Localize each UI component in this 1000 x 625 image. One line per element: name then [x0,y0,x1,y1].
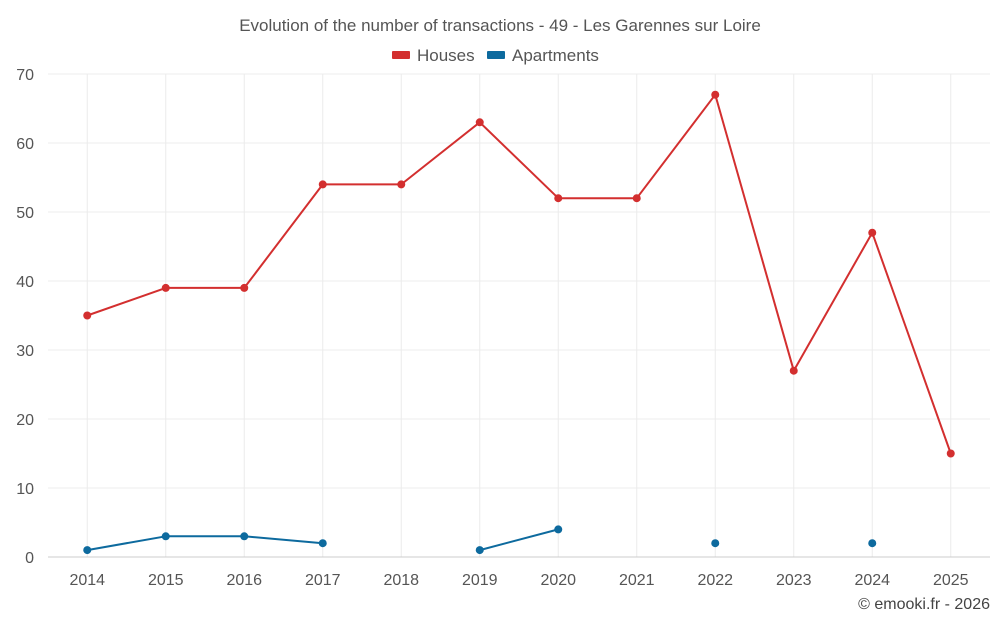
houses-point [554,194,563,203]
houses-point [83,311,92,320]
y-tick-label: 50 [16,205,34,222]
y-tick-label: 40 [16,274,34,291]
legend-label-houses: Houses [417,46,475,65]
houses-line [86,93,952,454]
apartments-point [554,525,563,534]
legend-label-apartments: Apartments [512,46,599,65]
axes: 0 10 20 30 40 50 60 70 2014 2015 2016 2017 2018 2019 2… [16,67,990,589]
apartments-point [318,539,327,548]
x-tick-label: 2022 [697,572,733,589]
x-tick-label: 2014 [69,572,105,589]
chart-title: Evolution of the number of transactions … [239,16,761,35]
apartments-point [868,539,877,548]
houses-point [240,283,249,292]
credit-text: © emooki.fr - 2026 [858,596,990,613]
y-tick-label: 20 [16,412,34,429]
apartments-line [479,528,559,552]
x-tick-label: 2021 [619,572,655,589]
houses-point [475,118,484,127]
y-tick-label: 10 [16,481,34,498]
houses-point [318,180,327,189]
x-tick-label: 2024 [854,572,890,589]
series-houses [83,90,955,458]
houses-point [868,228,877,237]
houses-point [161,283,170,292]
y-tick-label: 60 [16,136,34,153]
y-tick-label: 70 [16,67,34,84]
x-tick-label: 2016 [226,572,262,589]
x-tick-label: 2018 [383,572,419,589]
houses-point [789,366,798,375]
y-tick-label: 30 [16,343,34,360]
apartments-line [87,535,323,552]
houses-point [946,449,955,458]
series-apartments [83,525,877,555]
x-tick-label: 2019 [462,572,498,589]
x-tick-label: 2025 [933,572,969,589]
x-tick-label: 2020 [540,572,576,589]
grid [48,73,990,557]
apartments-point [161,532,170,541]
houses-point [397,180,406,189]
apartments-point [83,546,92,555]
y-tick-label: 0 [25,550,34,567]
houses-point [632,194,641,203]
apartments-point [475,546,484,555]
legend-item-houses: Houses [392,46,475,65]
legend-swatch-houses [392,51,410,59]
series [83,90,955,555]
apartments-point [711,539,720,548]
x-tick-label: 2015 [148,572,184,589]
legend-item-apartments: Apartments [487,46,599,65]
legend: Houses Apartments [392,46,599,65]
houses-point [711,90,720,99]
apartments-point [240,532,249,541]
legend-swatch-apartments [487,51,505,59]
x-tick-label: 2017 [305,572,341,589]
x-tick-label: 2023 [776,572,812,589]
